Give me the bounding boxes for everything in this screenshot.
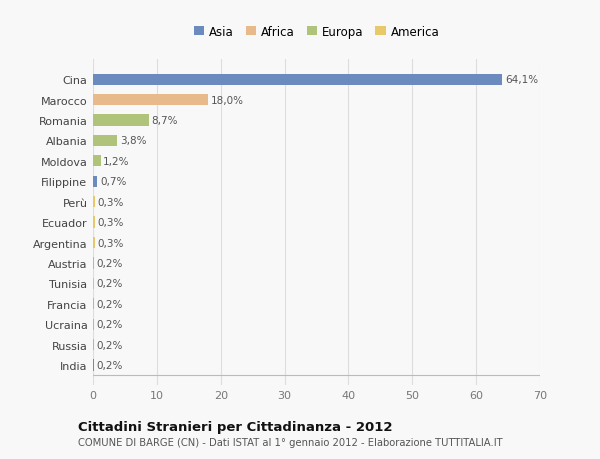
Text: 0,2%: 0,2% bbox=[97, 279, 123, 289]
Bar bbox=[93, 298, 94, 310]
Bar bbox=[93, 237, 95, 249]
Text: 0,3%: 0,3% bbox=[97, 238, 124, 248]
Text: 0,2%: 0,2% bbox=[97, 258, 123, 269]
Bar bbox=[93, 74, 502, 86]
Bar bbox=[93, 176, 97, 187]
Bar bbox=[93, 95, 208, 106]
Text: 8,7%: 8,7% bbox=[151, 116, 178, 126]
Text: Cittadini Stranieri per Cittadinanza - 2012: Cittadini Stranieri per Cittadinanza - 2… bbox=[78, 420, 392, 434]
Text: 0,2%: 0,2% bbox=[97, 299, 123, 309]
Bar bbox=[93, 339, 94, 350]
Text: 0,2%: 0,2% bbox=[97, 340, 123, 350]
Legend: Asia, Africa, Europa, America: Asia, Africa, Europa, America bbox=[191, 23, 442, 41]
Bar bbox=[93, 278, 94, 289]
Bar bbox=[93, 359, 94, 371]
Bar bbox=[93, 258, 94, 269]
Text: 3,8%: 3,8% bbox=[120, 136, 146, 146]
Bar bbox=[93, 156, 101, 167]
Text: 1,2%: 1,2% bbox=[103, 157, 130, 167]
Text: COMUNE DI BARGE (CN) - Dati ISTAT al 1° gennaio 2012 - Elaborazione TUTTITALIA.I: COMUNE DI BARGE (CN) - Dati ISTAT al 1° … bbox=[78, 437, 503, 447]
Text: 0,3%: 0,3% bbox=[97, 197, 124, 207]
Text: 64,1%: 64,1% bbox=[505, 75, 538, 85]
Text: 0,7%: 0,7% bbox=[100, 177, 127, 187]
Text: 0,2%: 0,2% bbox=[97, 319, 123, 330]
Bar bbox=[93, 135, 117, 147]
Bar bbox=[93, 319, 94, 330]
Bar bbox=[93, 196, 95, 208]
Text: 0,3%: 0,3% bbox=[97, 218, 124, 228]
Text: 18,0%: 18,0% bbox=[211, 95, 244, 106]
Bar bbox=[93, 115, 149, 126]
Text: 0,2%: 0,2% bbox=[97, 360, 123, 370]
Bar bbox=[93, 217, 95, 228]
